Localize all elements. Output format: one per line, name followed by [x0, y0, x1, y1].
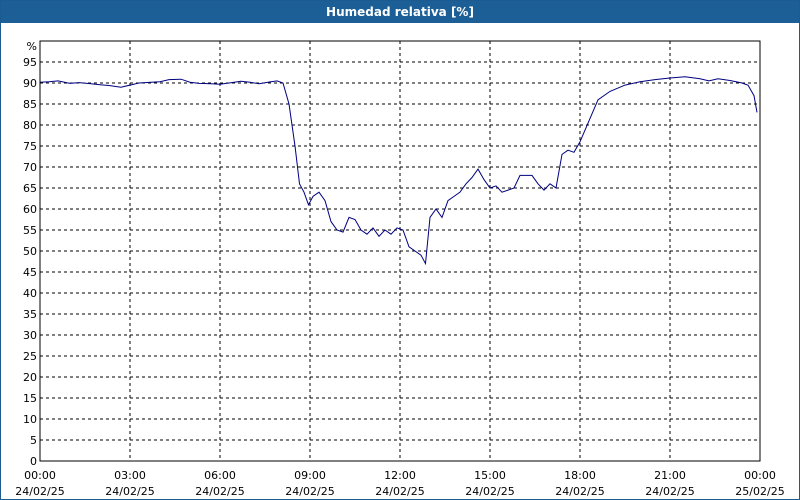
x-tick-time-label: 09:00: [294, 469, 326, 482]
x-tick-time-label: 00:00: [744, 469, 776, 482]
y-tick-label: 0: [30, 455, 37, 468]
y-tick-label: 95: [23, 56, 37, 69]
y-tick-label: 25: [23, 350, 37, 363]
chart-title: Humedad relativa [%]: [1, 1, 799, 23]
x-tick-date-label: 24/02/25: [555, 485, 604, 498]
x-tick-date-label: 24/02/25: [375, 485, 424, 498]
x-tick-date-label: 24/02/25: [105, 485, 154, 498]
y-tick-label: 80: [23, 119, 37, 132]
y-tick-label: 30: [23, 329, 37, 342]
x-tick-time-label: 12:00: [384, 469, 416, 482]
x-tick-time-label: 18:00: [564, 469, 596, 482]
x-tick-time-label: 03:00: [114, 469, 146, 482]
y-tick-label: 10: [23, 413, 37, 426]
y-tick-label: 70: [23, 161, 37, 174]
y-tick-label: 15: [23, 392, 37, 405]
x-tick-date-label: 24/02/25: [15, 485, 64, 498]
y-tick-label: 45: [23, 266, 37, 279]
y-tick-label: 5: [30, 434, 37, 447]
y-axis-unit-label: %: [27, 40, 37, 53]
x-tick-time-label: 00:00: [24, 469, 56, 482]
x-tick-time-label: 15:00: [474, 469, 506, 482]
y-tick-label: 35: [23, 308, 37, 321]
x-tick-date-label: 24/02/25: [195, 485, 244, 498]
y-tick-label: 55: [23, 224, 37, 237]
y-tick-label: 60: [23, 203, 37, 216]
y-tick-label: 85: [23, 98, 37, 111]
y-tick-label: 90: [23, 77, 37, 90]
x-tick-date-label: 24/02/25: [285, 485, 334, 498]
x-tick-date-label: 25/02/25: [735, 485, 784, 498]
plot-border: [39, 40, 761, 462]
y-tick-label: 75: [23, 140, 37, 153]
humidity-series-line: [39, 76, 758, 266]
y-tick-label: 20: [23, 371, 37, 384]
y-tick-label: 40: [23, 287, 37, 300]
y-tick-label: 65: [23, 182, 37, 195]
x-tick-time-label: 21:00: [654, 469, 686, 482]
x-tick-date-label: 24/02/25: [465, 485, 514, 498]
y-tick-label: 50: [23, 245, 37, 258]
x-tick-date-label: 24/02/25: [645, 485, 694, 498]
x-tick-time-label: 06:00: [204, 469, 236, 482]
